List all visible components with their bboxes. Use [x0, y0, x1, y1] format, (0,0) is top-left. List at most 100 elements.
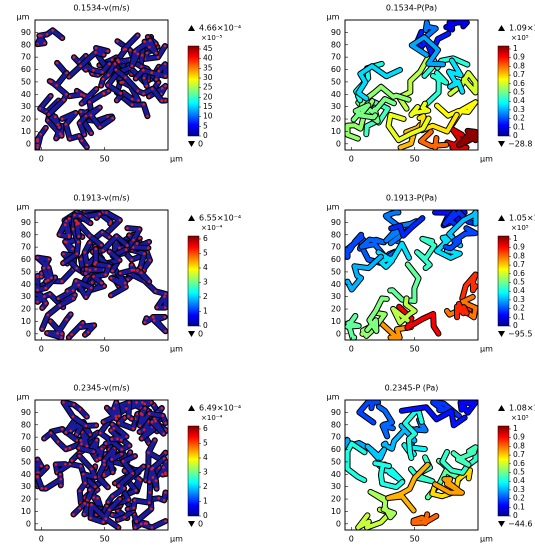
velocity-spot — [120, 448, 124, 451]
velocity-spot — [104, 273, 107, 276]
colorbar-scale: ×10⁵ — [511, 34, 529, 42]
velocity-spot — [90, 281, 94, 284]
y-tick-label: 30 — [331, 102, 341, 111]
velocity-spot — [112, 407, 116, 410]
velocity-spot — [88, 100, 91, 104]
velocity-spot — [121, 460, 125, 463]
velocity-spot — [119, 81, 123, 84]
velocity-spot — [68, 446, 72, 450]
colorbar-tick-label: 0.9 — [513, 53, 525, 62]
velocity-spot — [142, 428, 146, 431]
velocity-spot — [100, 230, 104, 234]
velocity-spot — [90, 467, 93, 471]
y-tick-label: 20 — [331, 305, 341, 314]
velocity-spot — [125, 435, 128, 438]
y-axis-unit: μm — [17, 13, 30, 22]
velocity-spot — [113, 62, 117, 65]
velocity-spot — [142, 465, 145, 468]
y-axis-unit: μm — [17, 393, 30, 402]
max-marker — [498, 25, 505, 31]
velocity-spot — [71, 227, 75, 231]
pore-fill — [345, 313, 361, 340]
colorbar — [497, 425, 510, 517]
velocity-spot — [84, 272, 87, 275]
colorbar-tick-label: 40 — [203, 54, 213, 63]
velocity-spot — [55, 84, 58, 87]
velocity-spot — [94, 267, 97, 271]
velocity-spot — [117, 484, 121, 488]
y-tick-label: 40 — [21, 470, 31, 479]
y-tick-label: 80 — [21, 40, 31, 49]
velocity-spot — [92, 68, 95, 72]
velocity-spot — [138, 424, 142, 427]
velocity-spot — [154, 51, 158, 55]
x-tick-label: 0 — [39, 535, 44, 544]
panel-title: 0.2345-v(m/s) — [73, 384, 129, 393]
pore-fill — [444, 20, 469, 32]
velocity-spot — [111, 116, 114, 120]
velocity-spot — [73, 213, 76, 217]
y-tick-label: 70 — [21, 243, 31, 252]
velocity-spot — [63, 223, 67, 227]
x-tick-label: 50 — [100, 345, 110, 354]
colorbar-tick-label: 4 — [203, 263, 208, 272]
y-tick-label: 40 — [331, 470, 341, 479]
colorbar-tick-label: 0 — [203, 131, 208, 140]
velocity-spot — [116, 518, 120, 522]
colorbar-tick-label: 2 — [203, 482, 208, 491]
min-marker — [498, 331, 505, 337]
velocity-spot — [133, 526, 137, 529]
colorbar-tick-label: 0.2 — [513, 494, 525, 503]
velocity-spot — [102, 284, 106, 288]
velocity-spot — [84, 68, 88, 72]
velocity-spot — [111, 269, 114, 273]
colorbar-tick-label: 5 — [203, 439, 208, 448]
velocity-spot — [130, 417, 133, 421]
plot-border — [344, 209, 479, 341]
velocity-spot — [145, 84, 149, 88]
panel-title: 0.2345-P (Pa) — [385, 384, 439, 393]
x-axis-unit: μm — [170, 345, 183, 354]
colorbar-tick-label: 0.7 — [513, 450, 525, 459]
velocity-spot — [114, 414, 118, 418]
velocity-spot — [105, 211, 108, 214]
velocity-spot — [104, 442, 108, 445]
colorbar-min: 0 — [198, 520, 203, 529]
y-tick-label: 40 — [331, 280, 341, 289]
velocity-spot — [88, 268, 92, 272]
velocity-spot — [153, 417, 156, 420]
pore-fill — [456, 128, 478, 148]
velocity-spot — [69, 429, 72, 432]
y-tick-label: 80 — [331, 230, 341, 239]
velocity-spot — [126, 507, 129, 511]
colorbar-tick-label: 0.5 — [513, 88, 525, 97]
velocity-spot — [135, 401, 138, 404]
velocity-spot — [38, 34, 41, 37]
velocity-spot — [106, 500, 110, 504]
pore-network — [344, 399, 479, 531]
velocity-spot — [75, 252, 79, 256]
velocity-spot — [94, 424, 98, 427]
velocity-spot — [149, 401, 153, 404]
velocity-spot — [90, 503, 93, 507]
pore-fill — [442, 210, 478, 228]
velocity-spot — [128, 444, 131, 447]
velocity-spot — [39, 275, 43, 278]
velocity-spot — [60, 427, 64, 431]
velocity-spot — [138, 478, 142, 482]
y-tick-label: 80 — [331, 40, 341, 49]
velocity-spot — [61, 261, 65, 265]
x-tick-label: 0 — [349, 535, 354, 544]
velocity-spot — [148, 259, 152, 262]
velocity-spot — [42, 266, 46, 270]
velocity-spot — [116, 509, 119, 512]
colorbar-min: 0 — [198, 140, 203, 149]
velocity-spot — [59, 477, 63, 481]
pore-fill — [440, 449, 478, 475]
y-axis-unit: μm — [17, 203, 30, 212]
velocity-spot — [85, 444, 89, 448]
colorbar-max: 1.05×10⁵ — [509, 214, 535, 223]
velocity-spot — [164, 421, 167, 425]
colorbar-tick-label: 0.4 — [513, 476, 525, 485]
